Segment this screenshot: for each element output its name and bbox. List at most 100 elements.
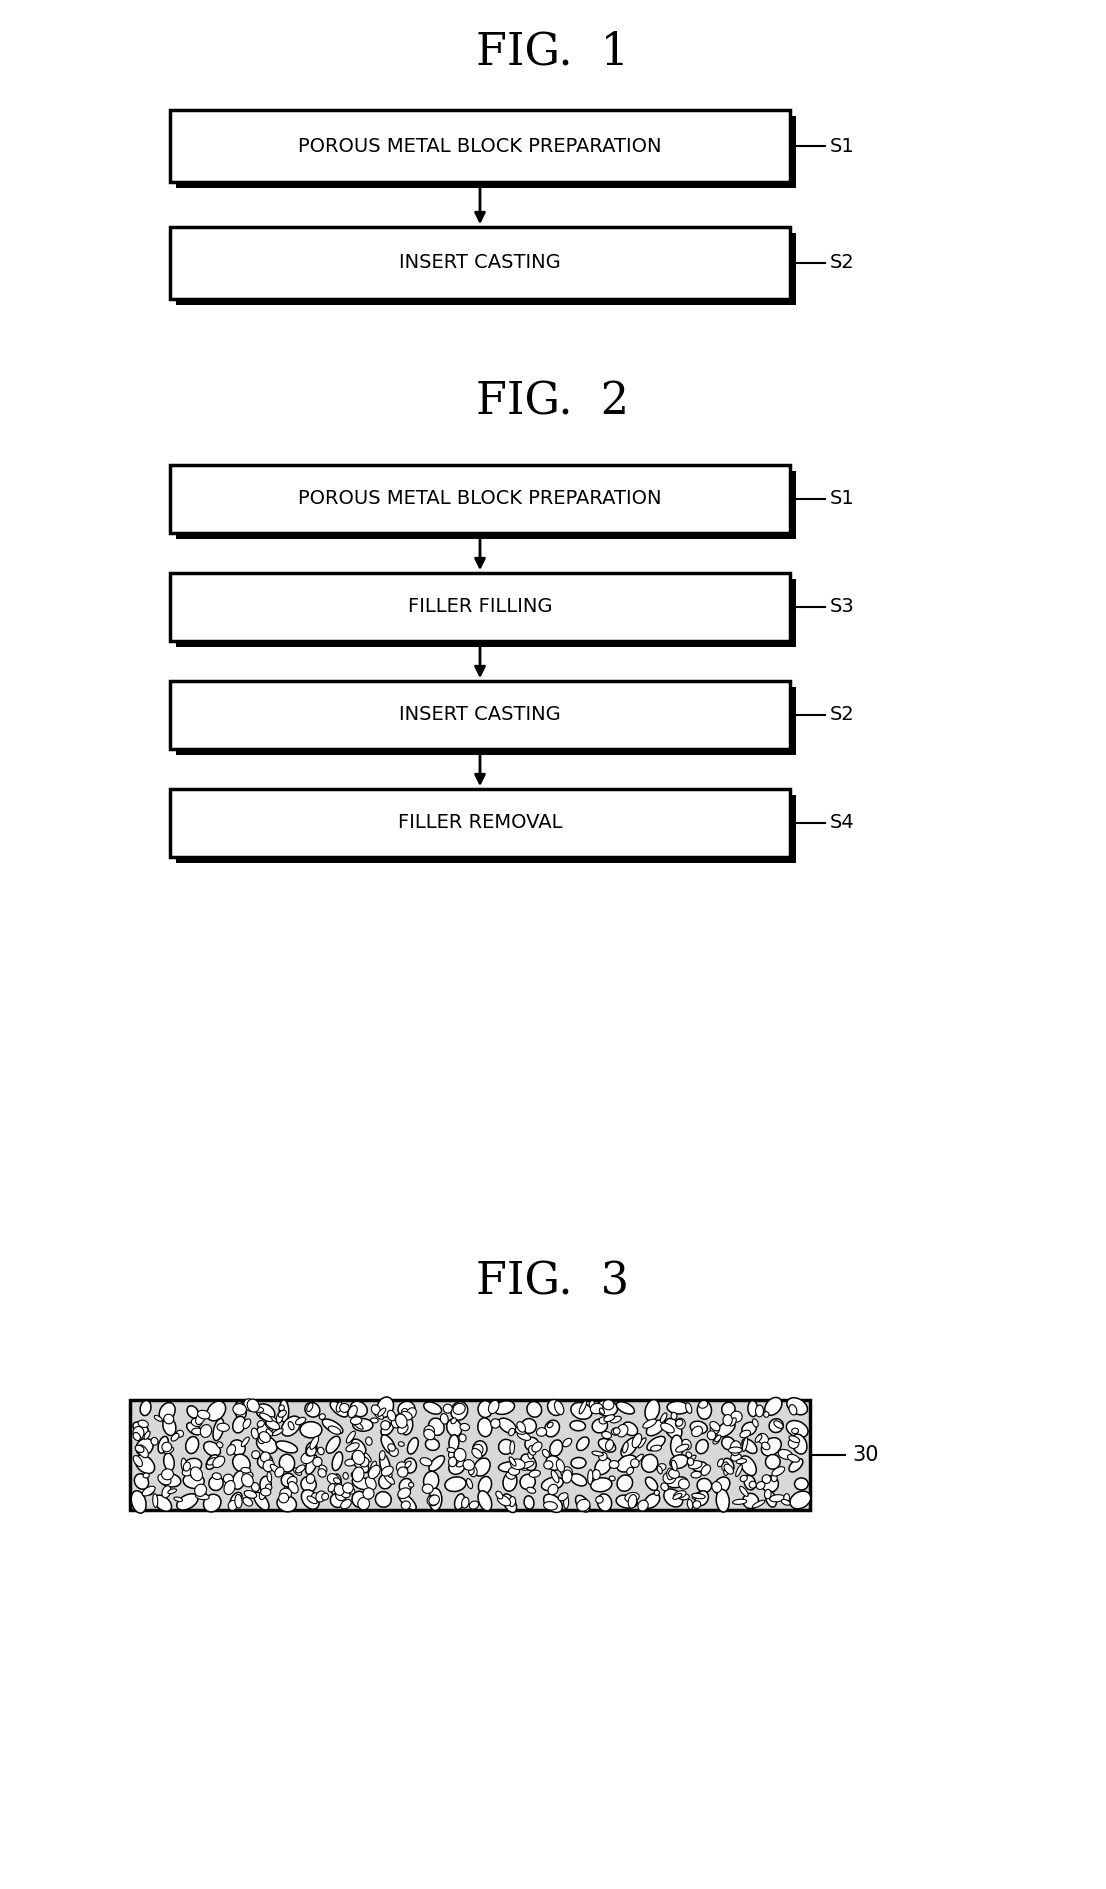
Ellipse shape (710, 1424, 719, 1434)
Ellipse shape (521, 1462, 534, 1468)
Ellipse shape (580, 1402, 586, 1413)
Ellipse shape (722, 1462, 729, 1470)
Ellipse shape (596, 1496, 603, 1504)
Ellipse shape (667, 1477, 687, 1489)
Ellipse shape (328, 1483, 335, 1492)
Ellipse shape (571, 1458, 586, 1468)
Ellipse shape (625, 1492, 639, 1502)
Ellipse shape (730, 1419, 737, 1426)
Ellipse shape (499, 1462, 521, 1472)
Ellipse shape (686, 1404, 691, 1413)
Ellipse shape (396, 1462, 408, 1473)
Ellipse shape (587, 1470, 593, 1485)
Ellipse shape (289, 1422, 294, 1430)
Ellipse shape (200, 1492, 207, 1500)
Ellipse shape (657, 1466, 662, 1473)
Ellipse shape (143, 1487, 155, 1496)
Ellipse shape (550, 1439, 563, 1456)
Ellipse shape (772, 1466, 784, 1475)
Ellipse shape (529, 1445, 536, 1455)
Ellipse shape (306, 1404, 313, 1411)
Text: FIG.  2: FIG. 2 (477, 380, 629, 423)
Bar (170, 227, 790, 298)
Ellipse shape (364, 1453, 372, 1462)
Ellipse shape (213, 1419, 223, 1441)
Ellipse shape (252, 1451, 260, 1458)
Ellipse shape (138, 1421, 148, 1428)
Ellipse shape (366, 1438, 372, 1445)
Ellipse shape (270, 1464, 281, 1473)
Ellipse shape (253, 1492, 269, 1509)
Ellipse shape (424, 1426, 435, 1436)
Ellipse shape (570, 1421, 585, 1430)
Text: FIG.  3: FIG. 3 (477, 1260, 629, 1303)
Ellipse shape (660, 1422, 675, 1434)
Ellipse shape (787, 1455, 800, 1462)
Ellipse shape (207, 1458, 217, 1466)
Ellipse shape (737, 1458, 747, 1464)
Ellipse shape (596, 1400, 617, 1417)
Ellipse shape (276, 1413, 283, 1422)
Ellipse shape (267, 1472, 272, 1483)
Ellipse shape (755, 1434, 762, 1443)
Ellipse shape (279, 1405, 284, 1411)
Ellipse shape (400, 1411, 413, 1421)
Ellipse shape (679, 1479, 689, 1489)
Ellipse shape (159, 1473, 180, 1487)
Ellipse shape (140, 1400, 152, 1415)
Ellipse shape (670, 1455, 688, 1468)
Ellipse shape (132, 1490, 146, 1513)
Ellipse shape (520, 1473, 535, 1490)
Ellipse shape (546, 1456, 561, 1470)
Ellipse shape (343, 1473, 348, 1479)
Ellipse shape (196, 1494, 209, 1500)
Ellipse shape (740, 1430, 751, 1438)
Ellipse shape (723, 1415, 732, 1426)
Bar (170, 790, 790, 858)
Ellipse shape (301, 1477, 316, 1492)
Ellipse shape (544, 1421, 560, 1438)
Ellipse shape (449, 1436, 459, 1451)
Ellipse shape (426, 1439, 439, 1451)
Ellipse shape (398, 1489, 410, 1498)
Ellipse shape (346, 1487, 355, 1494)
Ellipse shape (259, 1490, 265, 1500)
Ellipse shape (554, 1402, 564, 1415)
Ellipse shape (243, 1472, 253, 1477)
Ellipse shape (469, 1468, 474, 1475)
Ellipse shape (352, 1490, 367, 1507)
Ellipse shape (136, 1438, 153, 1455)
Ellipse shape (244, 1400, 255, 1411)
Ellipse shape (295, 1417, 305, 1424)
Ellipse shape (591, 1477, 612, 1492)
Ellipse shape (217, 1422, 229, 1432)
Ellipse shape (164, 1447, 174, 1455)
Ellipse shape (489, 1400, 499, 1413)
Ellipse shape (529, 1470, 541, 1477)
Ellipse shape (628, 1494, 637, 1507)
Ellipse shape (786, 1421, 808, 1438)
Ellipse shape (198, 1411, 210, 1419)
Ellipse shape (401, 1502, 410, 1509)
Ellipse shape (272, 1428, 283, 1436)
Ellipse shape (368, 1468, 376, 1475)
Ellipse shape (714, 1436, 721, 1441)
Ellipse shape (707, 1430, 716, 1439)
Ellipse shape (243, 1498, 252, 1506)
Ellipse shape (326, 1436, 341, 1453)
Ellipse shape (401, 1417, 413, 1436)
Ellipse shape (259, 1432, 270, 1443)
Ellipse shape (764, 1489, 771, 1498)
Ellipse shape (429, 1494, 439, 1506)
Ellipse shape (317, 1447, 324, 1455)
Ellipse shape (228, 1500, 238, 1511)
Ellipse shape (397, 1468, 408, 1477)
Ellipse shape (352, 1439, 366, 1455)
Ellipse shape (232, 1455, 250, 1472)
Ellipse shape (743, 1494, 759, 1509)
Ellipse shape (595, 1458, 612, 1475)
Ellipse shape (499, 1439, 513, 1455)
Ellipse shape (181, 1458, 187, 1472)
Ellipse shape (398, 1402, 415, 1417)
Ellipse shape (275, 1468, 284, 1477)
